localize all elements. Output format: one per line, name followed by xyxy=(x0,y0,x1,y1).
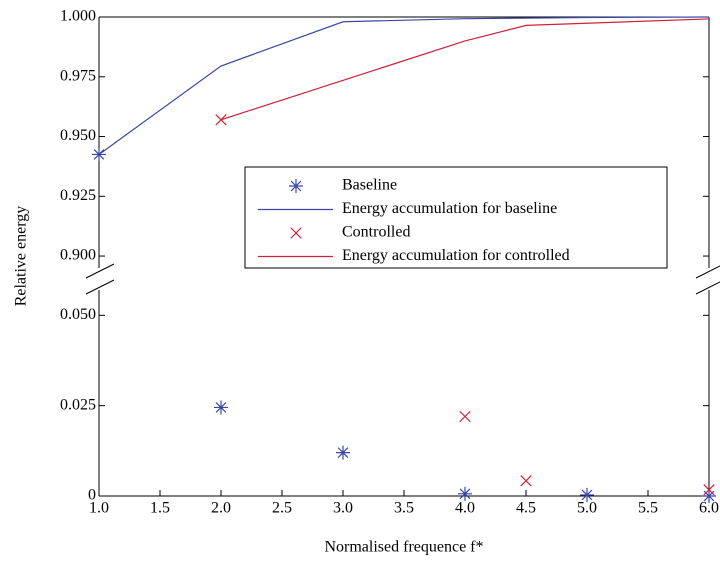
x-tick-label: 5.5 xyxy=(638,500,658,517)
x-tick-label: 1.5 xyxy=(150,500,170,517)
y-tick-label: 0.925 xyxy=(60,187,96,204)
y-tick-label: 0.975 xyxy=(60,67,96,84)
data-point xyxy=(703,484,715,496)
x-tick-label: 3.5 xyxy=(394,500,414,517)
legend-box xyxy=(244,166,668,269)
data-point xyxy=(459,410,471,423)
y-axis-label: Relative energy xyxy=(13,206,30,307)
legend-marker xyxy=(289,179,303,193)
y-tick-label: 0.050 xyxy=(60,306,96,323)
x-axis-label: Normalised frequence f* xyxy=(324,539,483,556)
x-tick-label: 2.5 xyxy=(272,500,292,517)
x-tick-label: 2.0 xyxy=(211,500,231,517)
data-point xyxy=(702,489,716,503)
break-mark xyxy=(695,265,720,279)
y-tick-label: 1.000 xyxy=(60,8,96,25)
data-line xyxy=(220,18,710,121)
break-mark xyxy=(85,279,115,295)
data-point xyxy=(214,400,228,415)
break-mark xyxy=(85,263,115,279)
x-tick-label: 4.0 xyxy=(455,500,475,517)
x-tick-label: 1.0 xyxy=(89,500,109,517)
x-tick-label: 4.5 xyxy=(516,500,536,517)
legend-label: Controlled xyxy=(342,224,410,241)
x-tick-label: 6.0 xyxy=(699,500,719,517)
data-line xyxy=(98,16,710,155)
break-mark xyxy=(695,281,720,295)
y-tick-label: 0.950 xyxy=(60,127,96,144)
data-point xyxy=(336,445,350,460)
data-point xyxy=(458,486,472,501)
x-tick-label: 3.0 xyxy=(333,500,353,517)
data-point xyxy=(580,487,594,502)
legend-label: Energy accumulation for baseline xyxy=(342,200,557,217)
legend-marker xyxy=(290,227,302,239)
legend-label: Energy accumulation for controlled xyxy=(342,247,570,264)
y-tick-label: 0.900 xyxy=(60,247,96,264)
x-tick-label: 5.0 xyxy=(577,500,597,517)
data-point xyxy=(520,475,532,487)
y-tick-label: 0.025 xyxy=(60,396,96,413)
y-tick-label: 0 xyxy=(88,487,96,504)
legend-label: Baseline xyxy=(342,177,397,194)
